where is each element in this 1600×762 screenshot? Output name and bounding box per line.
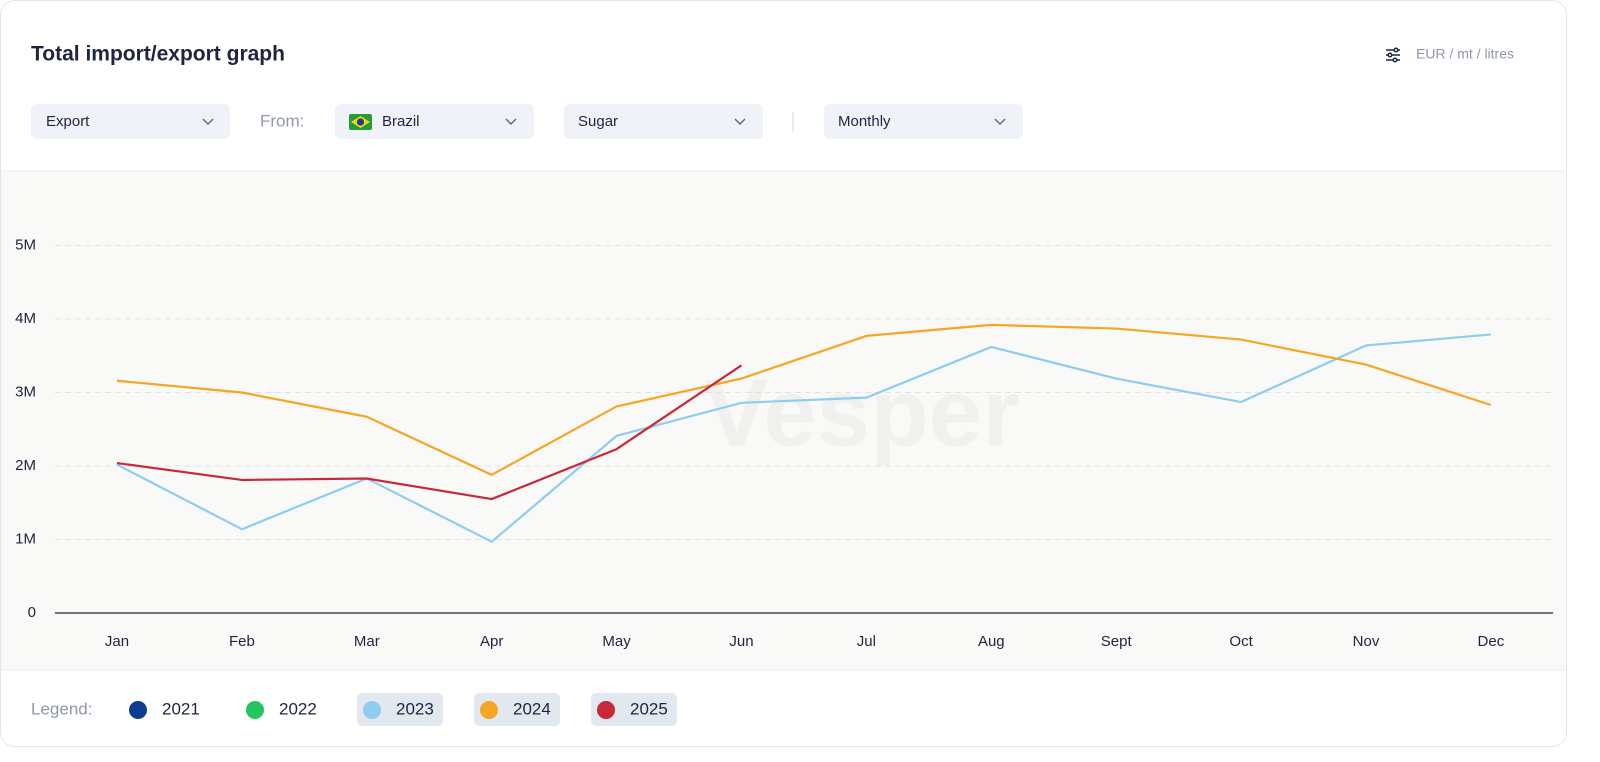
watermark: Vesper	[705, 359, 1020, 466]
y-tick-label: 1M	[15, 530, 36, 547]
legend-text: 2022	[279, 699, 317, 718]
legend-label: Legend:	[31, 699, 92, 718]
dropdown-value: Brazil	[382, 113, 420, 130]
legend-dot	[363, 701, 381, 719]
title: Total import/export graph	[31, 43, 285, 66]
legend-text: 2023	[396, 699, 434, 718]
x-tick-label: Jan	[105, 633, 129, 650]
dropdown-value: Export	[46, 113, 90, 130]
y-tick-label: 3M	[15, 383, 36, 400]
y-tick-label: 4M	[15, 310, 36, 327]
flag	[349, 114, 372, 130]
x-tick-label: Apr	[480, 633, 503, 650]
series-line	[116, 333, 1491, 543]
x-tick-label: Nov	[1353, 633, 1380, 650]
chevron	[202, 118, 214, 125]
chevron	[994, 118, 1006, 125]
y-tick-label: 2M	[15, 457, 36, 474]
chevron	[734, 118, 746, 125]
x-tick-label: Feb	[229, 633, 255, 650]
x-tick-label: Oct	[1229, 633, 1253, 650]
legend-chip	[474, 693, 560, 726]
series-line	[116, 364, 743, 501]
legend-dot	[129, 701, 147, 719]
dropdown-box	[31, 104, 230, 139]
x-tick-label: Aug	[978, 633, 1005, 650]
legend-chip	[591, 693, 677, 726]
x-tick-label: Jun	[729, 633, 753, 650]
legend-dot	[597, 701, 615, 719]
legend-dot	[246, 701, 264, 719]
x-tick-label: Dec	[1478, 633, 1505, 650]
chart-area	[1, 171, 1566, 670]
legend-text: 2021	[162, 699, 200, 718]
country-dropdown[interactable]: Brazil	[335, 104, 534, 139]
series-line	[116, 323, 1492, 476]
legend-dot	[480, 701, 498, 719]
legend-chip	[357, 693, 443, 726]
dropdown-value: Sugar	[578, 113, 618, 130]
x-tick-label: Sept	[1101, 633, 1133, 650]
legend-text: 2025	[630, 699, 668, 718]
units: EUR / mt / litres	[1416, 46, 1514, 62]
settings-icon	[1386, 47, 1400, 63]
x-tick-label: Mar	[354, 633, 380, 650]
units-button[interactable]: EUR / mt / litres	[1386, 46, 1514, 63]
from-label: From:	[260, 111, 304, 130]
x-tick-label: Jul	[857, 633, 876, 650]
legend-text: 2024	[513, 699, 551, 718]
flow-dropdown[interactable]: Export	[31, 104, 230, 139]
y-tick-label: 5M	[15, 236, 36, 253]
dropdown-box	[824, 104, 1023, 139]
chevron	[505, 118, 517, 125]
period-dropdown[interactable]: Monthly	[824, 104, 1023, 139]
x-tick-label: May	[602, 633, 631, 650]
dropdown-box	[335, 104, 534, 139]
dropdown-box	[564, 104, 763, 139]
y-tick-label: 0	[28, 604, 36, 621]
product-dropdown[interactable]: Sugar	[564, 104, 763, 139]
dropdown-value: Monthly	[838, 113, 891, 130]
